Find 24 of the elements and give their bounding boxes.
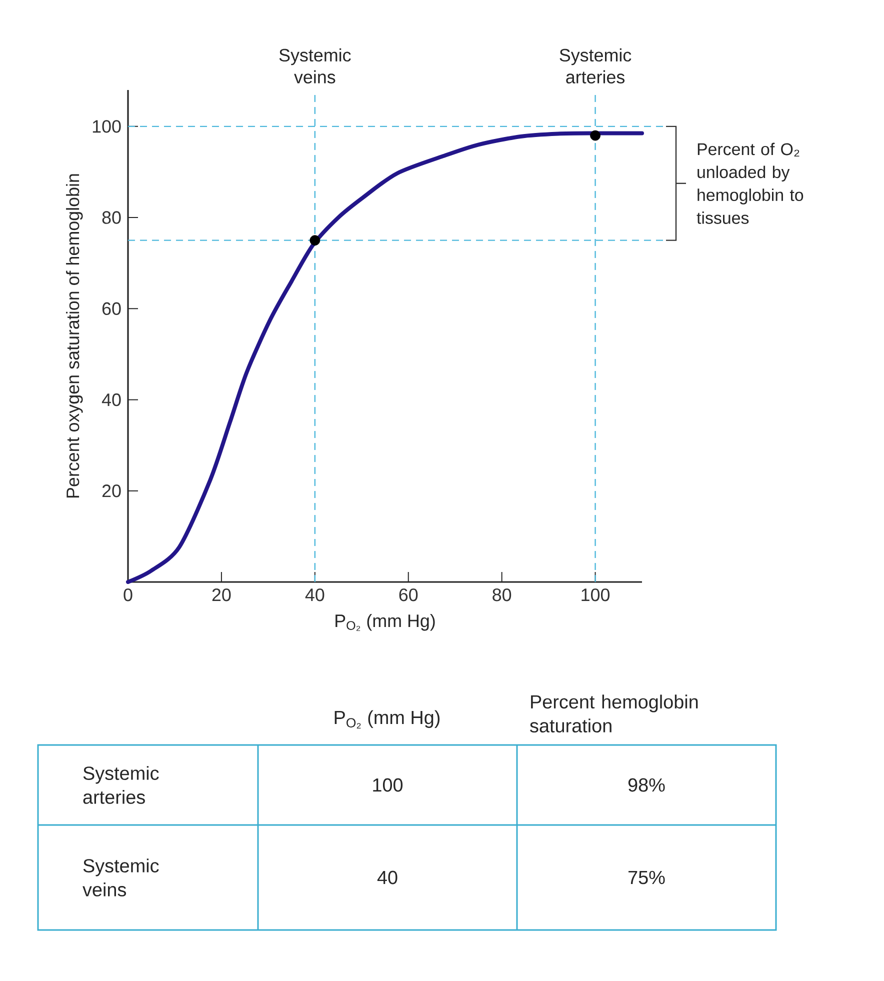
y-tick-label: 20 <box>102 484 121 498</box>
ref-line-label: Systemic veins <box>279 48 351 84</box>
x-tick-label: 80 <box>492 588 512 602</box>
y-axis-title: Percent oxygen saturation of hemoglobin <box>66 174 83 498</box>
x-tick-label: 20 <box>212 588 231 602</box>
text: Percent hemoglobin saturation <box>530 694 698 732</box>
text: 98% <box>628 778 665 792</box>
text: P$_{O₂}$ (mm Hg) <box>334 710 440 728</box>
y-tick-label: 80 <box>102 211 121 224</box>
text: 100 <box>373 778 403 792</box>
text: Systemic arteries <box>83 766 159 804</box>
text: Systemic veins <box>82 858 159 896</box>
text: 75% <box>628 870 665 884</box>
y-tick-label: 60 <box>102 302 121 315</box>
x-tick-label: 100 <box>582 588 610 602</box>
text: Percent of O₂ unloaded by hemoglobin to tissues <box>696 142 804 224</box>
ref-line-label: Systemic arteries <box>560 48 632 84</box>
x-axis-title: P$_{O₂}$ (mm Hg) <box>336 614 435 631</box>
x-tick-label: 0 <box>124 588 132 602</box>
y-tick-label: 40 <box>102 393 121 406</box>
y-tick-label: 100 <box>92 120 121 133</box>
text: 40 <box>377 870 398 884</box>
x-tick-label: 40 <box>305 588 324 602</box>
x-tick-label: 60 <box>399 588 418 602</box>
